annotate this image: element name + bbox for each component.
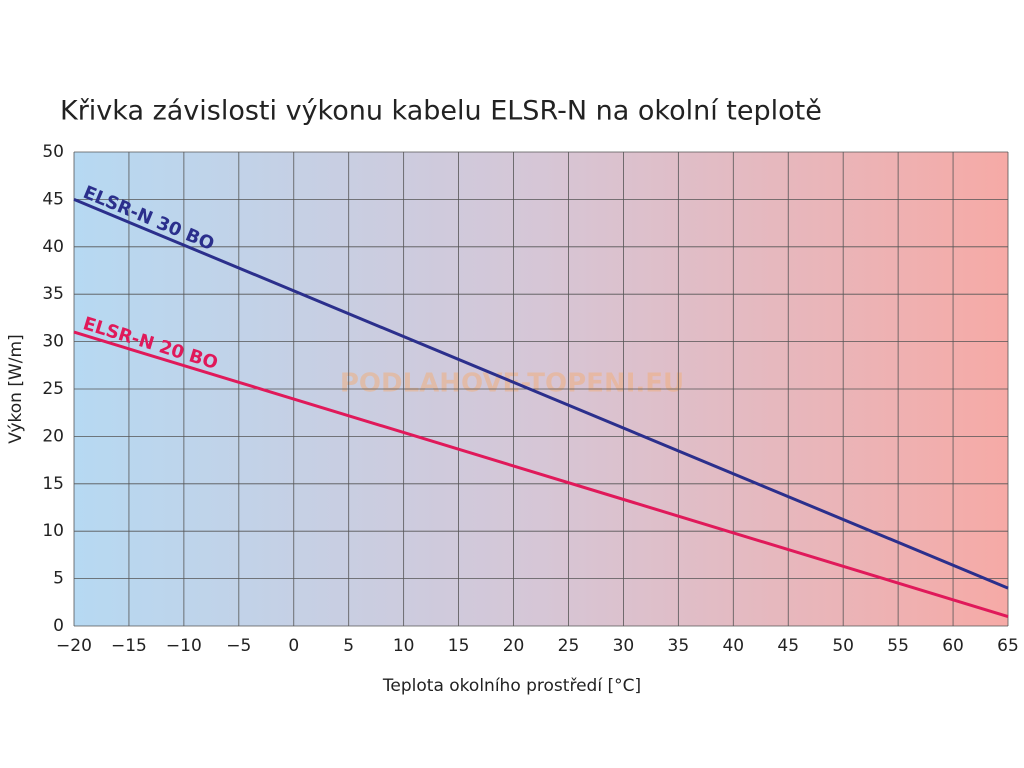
y-tick-label: 45 [42, 189, 64, 209]
y-tick-label: 30 [42, 332, 64, 352]
x-tick-label: 55 [887, 636, 909, 656]
x-tick-label: 30 [613, 636, 635, 656]
x-tick-label: 25 [558, 636, 580, 656]
y-tick-label: 40 [42, 237, 64, 257]
series-line [73, 330, 1009, 618]
x-tick-label: 35 [668, 636, 690, 656]
x-tick-label: 0 [288, 636, 299, 656]
y-tick-label: 35 [42, 284, 64, 304]
y-tick-label: 15 [42, 474, 64, 494]
x-tick-label: 50 [832, 636, 854, 656]
y-tick-label: 25 [42, 379, 64, 399]
y-tick-label: 20 [42, 426, 64, 446]
chart-title: Křivka závislosti výkonu kabelu ELSR-N n… [60, 96, 822, 127]
x-tick-label: 15 [448, 636, 470, 656]
x-tick-label: 10 [393, 636, 415, 656]
y-axis-label: Výkon [W/m] [6, 334, 26, 443]
x-axis-label: Teplota okolního prostředí [°C] [382, 676, 641, 696]
x-tick-label: −20 [56, 636, 92, 656]
y-tick-label: 50 [42, 142, 64, 162]
x-tick-label: 45 [777, 636, 799, 656]
x-tick-label: 40 [722, 636, 744, 656]
y-tick-label: 10 [42, 521, 64, 541]
x-tick-label: 65 [997, 636, 1019, 656]
x-tick-label: −5 [226, 636, 251, 656]
x-tick-label: 20 [503, 636, 525, 656]
series-line [73, 198, 1009, 590]
x-tick-label: −15 [111, 636, 147, 656]
y-tick-label: 0 [53, 616, 64, 636]
x-tick-label: 60 [942, 636, 964, 656]
watermark: PODLAHOVE-TOPENI.EU [340, 369, 684, 399]
x-tick-label: 5 [343, 636, 354, 656]
y-tick-label: 5 [53, 569, 64, 589]
x-tick-label: −10 [166, 636, 202, 656]
